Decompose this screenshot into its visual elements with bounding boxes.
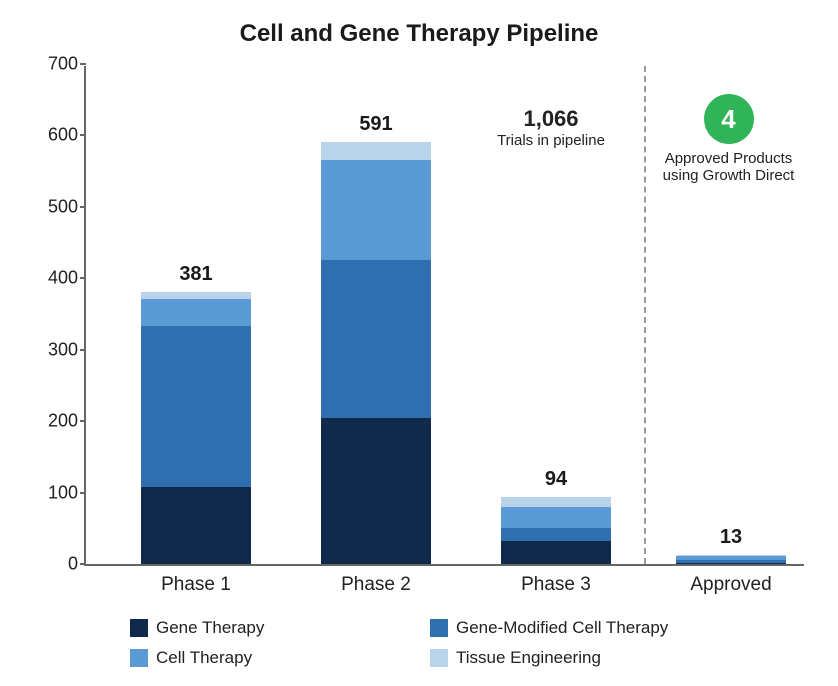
bar-segment [501, 507, 611, 528]
bar-total-label: 94 [501, 468, 611, 491]
bar-segment [676, 563, 786, 564]
legend-swatch [130, 649, 148, 667]
bar-segment [141, 487, 251, 564]
bar-segment [501, 497, 611, 507]
x-category-label: Phase 3 [466, 574, 646, 596]
bar-segment [321, 142, 431, 161]
approved-badge: 4 [704, 94, 754, 144]
bar-segment [321, 260, 431, 417]
chart-title: Cell and Gene Therapy Pipeline [30, 20, 808, 48]
x-category-label: Phase 2 [286, 574, 466, 596]
y-tick-label: 500 [32, 196, 78, 217]
legend-swatch [430, 619, 448, 637]
legend-label: Gene-Modified Cell Therapy [456, 618, 668, 638]
bar-segment [141, 299, 251, 326]
phase-approved-divider [644, 66, 646, 564]
bar-segment [501, 528, 611, 541]
legend-label: Cell Therapy [156, 648, 252, 668]
chart-area: 1,066 Trials in pipeline 4 Approved Prod… [84, 66, 808, 566]
trials-value: 1,066 [466, 106, 636, 132]
trials-label: Trials in pipeline [466, 132, 636, 149]
bar-segment [141, 292, 251, 299]
bar-segment [501, 541, 611, 564]
bar-total-label: 591 [321, 113, 431, 136]
bar-segment [321, 160, 431, 260]
x-category-label: Approved [641, 574, 821, 596]
plot-area: 1,066 Trials in pipeline 4 Approved Prod… [84, 66, 804, 566]
y-tick-mark [80, 206, 86, 208]
y-tick-label: 300 [32, 339, 78, 360]
approved-label-1: Approved Products [651, 150, 806, 167]
legend-swatch [130, 619, 148, 637]
bar-total-label: 13 [676, 526, 786, 549]
legend-label: Tissue Engineering [456, 648, 601, 668]
legend-item: Gene-Modified Cell Therapy [430, 618, 750, 638]
legend-item: Cell Therapy [130, 648, 410, 668]
y-tick-mark [80, 63, 86, 65]
bar-segment [676, 556, 786, 560]
y-tick-label: 400 [32, 268, 78, 289]
trials-callout: 1,066 Trials in pipeline [466, 106, 636, 149]
y-tick-mark [80, 563, 86, 565]
y-tick-label: 200 [32, 411, 78, 432]
y-tick-mark [80, 349, 86, 351]
y-tick-mark [80, 134, 86, 136]
bar-segment [676, 555, 786, 556]
legend: Gene Therapy Gene-Modified Cell Therapy Ce… [130, 618, 808, 668]
legend-item: Gene Therapy [130, 618, 410, 638]
y-tick-mark [80, 492, 86, 494]
approved-label-2: using Growth Direct [651, 167, 806, 184]
y-tick-label: 600 [32, 125, 78, 146]
legend-label: Gene Therapy [156, 618, 264, 638]
bar-segment [676, 560, 786, 563]
bar-total-label: 381 [141, 263, 251, 286]
legend-item: Tissue Engineering [430, 648, 750, 668]
bar-segment [321, 418, 431, 564]
y-tick-label: 0 [32, 554, 78, 575]
y-tick-label: 100 [32, 482, 78, 503]
x-category-label: Phase 1 [106, 574, 286, 596]
legend-swatch [430, 649, 448, 667]
y-tick-label: 700 [32, 54, 78, 75]
bar-segment [141, 326, 251, 487]
y-tick-mark [80, 420, 86, 422]
y-tick-mark [80, 277, 86, 279]
approved-callout: 4 Approved Products using Growth Direct [651, 94, 806, 184]
